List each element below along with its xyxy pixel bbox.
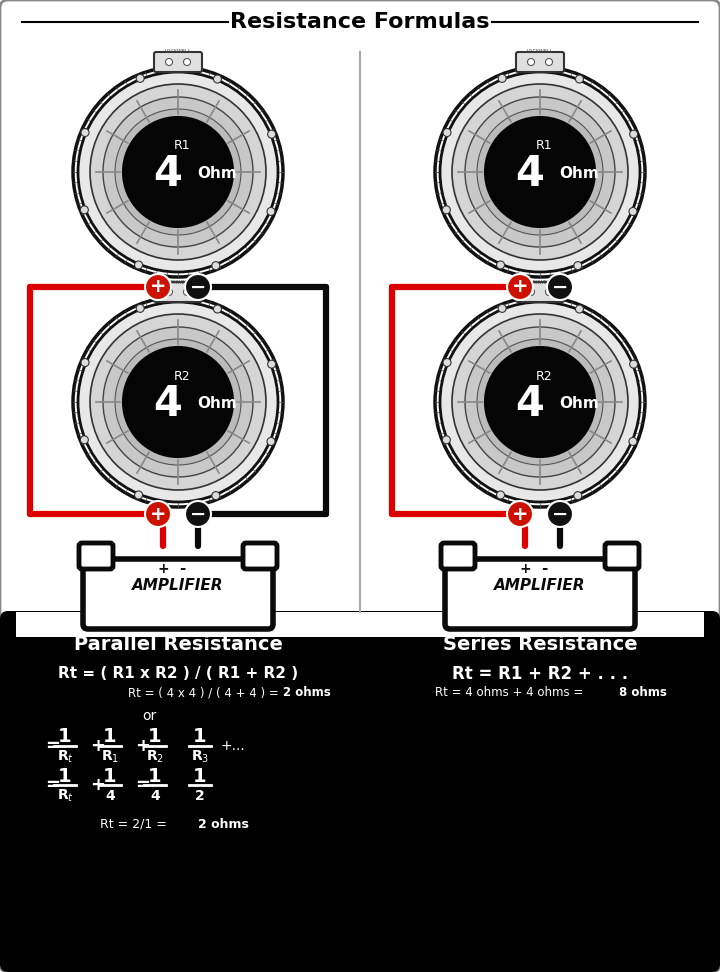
Circle shape: [78, 302, 278, 502]
Circle shape: [135, 260, 143, 269]
Circle shape: [546, 289, 552, 295]
Circle shape: [166, 58, 173, 65]
Text: +: +: [512, 277, 528, 296]
Text: −: −: [552, 504, 568, 524]
Text: Series Resistance: Series Resistance: [443, 635, 637, 653]
FancyBboxPatch shape: [154, 52, 202, 72]
Circle shape: [443, 359, 451, 366]
Circle shape: [547, 274, 573, 300]
FancyBboxPatch shape: [445, 559, 635, 629]
Text: 4: 4: [150, 789, 160, 803]
Text: R$_2$: R$_2$: [146, 748, 164, 765]
Circle shape: [81, 206, 89, 214]
Circle shape: [465, 327, 615, 477]
Text: -: -: [541, 562, 547, 576]
Circle shape: [575, 75, 583, 83]
Circle shape: [435, 67, 645, 277]
Text: 1: 1: [148, 727, 162, 746]
Text: =: =: [135, 776, 150, 794]
Circle shape: [267, 207, 275, 216]
Circle shape: [465, 97, 615, 247]
Circle shape: [268, 361, 276, 368]
FancyBboxPatch shape: [154, 282, 202, 302]
Text: 1: 1: [193, 727, 207, 746]
Text: 1: 1: [103, 727, 117, 746]
Circle shape: [442, 435, 450, 444]
Circle shape: [184, 58, 191, 65]
Circle shape: [267, 437, 275, 445]
Circle shape: [90, 314, 266, 490]
Circle shape: [477, 339, 603, 465]
Text: 4: 4: [153, 383, 182, 425]
Text: Ohm: Ohm: [559, 397, 599, 411]
Circle shape: [528, 289, 534, 295]
Text: Rt = 4 ohms + 4 ohms =: Rt = 4 ohms + 4 ohms =: [435, 686, 587, 700]
Circle shape: [435, 297, 645, 507]
Text: AMPLIFIER: AMPLIFIER: [494, 578, 586, 594]
Text: −: −: [190, 504, 206, 524]
Circle shape: [268, 130, 276, 138]
Circle shape: [497, 260, 505, 269]
FancyBboxPatch shape: [441, 543, 475, 569]
Text: LOCKWELL: LOCKWELL: [165, 50, 192, 54]
Text: Ohm: Ohm: [197, 166, 237, 182]
Text: 4: 4: [516, 383, 544, 425]
Text: +...: +...: [220, 739, 245, 753]
Text: Ohm: Ohm: [559, 166, 599, 182]
Circle shape: [145, 501, 171, 527]
Circle shape: [440, 72, 640, 272]
Text: 2 ohms: 2 ohms: [198, 817, 249, 830]
Text: +: +: [150, 504, 166, 524]
Circle shape: [629, 437, 637, 445]
FancyBboxPatch shape: [605, 543, 639, 569]
Text: R$_t$: R$_t$: [57, 787, 73, 804]
Text: LOCKWELL: LOCKWELL: [527, 50, 553, 54]
Circle shape: [443, 128, 451, 136]
Text: Ohm: Ohm: [197, 397, 237, 411]
Text: 4: 4: [105, 789, 115, 803]
Text: R$_1$: R$_1$: [101, 748, 119, 765]
Circle shape: [123, 347, 233, 457]
Circle shape: [507, 501, 533, 527]
Circle shape: [547, 501, 573, 527]
Circle shape: [213, 305, 222, 313]
Circle shape: [81, 359, 89, 366]
Circle shape: [145, 274, 171, 300]
Text: 4: 4: [153, 153, 182, 195]
Text: LOCKWELL: LOCKWELL: [165, 280, 192, 285]
Circle shape: [452, 84, 628, 260]
FancyBboxPatch shape: [516, 52, 564, 72]
Circle shape: [103, 97, 253, 247]
Text: +: +: [512, 504, 528, 524]
Text: 2: 2: [195, 789, 205, 803]
Text: 1: 1: [58, 727, 72, 746]
Circle shape: [485, 347, 595, 457]
Circle shape: [166, 289, 173, 295]
Text: 2 ohms: 2 ohms: [283, 686, 330, 700]
Circle shape: [185, 274, 211, 300]
Circle shape: [440, 302, 640, 502]
Circle shape: [73, 297, 283, 507]
Circle shape: [115, 339, 241, 465]
Text: Rt = ( R1 x R2 ) / ( R1 + R2 ): Rt = ( R1 x R2 ) / ( R1 + R2 ): [58, 667, 298, 681]
Circle shape: [136, 74, 144, 83]
Circle shape: [442, 206, 450, 214]
Text: 1: 1: [193, 767, 207, 785]
Text: 4: 4: [516, 153, 544, 195]
Circle shape: [498, 304, 506, 312]
Text: Rt = ( 4 x 4 ) / ( 4 + 4 ) =: Rt = ( 4 x 4 ) / ( 4 + 4 ) =: [128, 686, 282, 700]
Text: R$_t$: R$_t$: [57, 748, 73, 765]
Text: Rt = R1 + R2 + . . .: Rt = R1 + R2 + . . .: [452, 665, 628, 683]
Text: =: =: [45, 737, 60, 755]
Circle shape: [575, 305, 583, 313]
Text: −: −: [552, 277, 568, 296]
Text: Rt = 2/1 =: Rt = 2/1 =: [100, 817, 171, 830]
Circle shape: [477, 109, 603, 235]
Circle shape: [574, 492, 582, 500]
Text: R1: R1: [536, 140, 552, 153]
Circle shape: [81, 435, 89, 444]
Text: +: +: [519, 562, 531, 576]
Circle shape: [136, 304, 144, 312]
Text: −: −: [190, 277, 206, 296]
